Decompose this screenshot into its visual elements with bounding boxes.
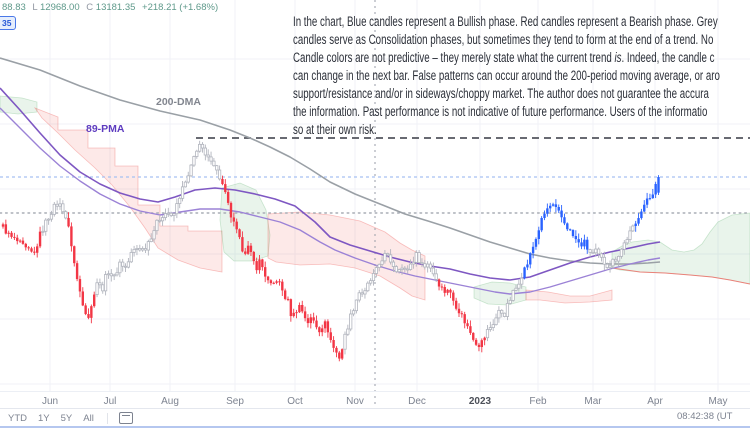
range-button-1y[interactable]: 1Y [38, 412, 50, 424]
dma-label: 200-DMA [156, 96, 201, 108]
ohlc-close-value: 13181.35 [95, 2, 136, 13]
ichimoku-cloud-red [525, 289, 613, 304]
ma-line-200-DMA [0, 57, 661, 265]
time-axis-label: Aug [161, 396, 179, 407]
pma-label: 89-PMA [86, 123, 125, 135]
time-axis-label: Mar [584, 396, 602, 407]
disclaimer-line: candles serve as Consolidation phases, b… [293, 32, 714, 47]
ma-line-89-PMA-band [0, 107, 661, 295]
time-axis-label: Oct [287, 396, 303, 407]
range-button-5y[interactable]: 5Y [60, 412, 73, 424]
range-button-all[interactable]: All [83, 412, 94, 424]
time-axis-label: Jun [42, 396, 58, 407]
ichimoku-cloud-green [0, 95, 38, 115]
time-axis-label: Dec [408, 396, 426, 407]
bottom-toolbar: YTD 1Y 5Y All [0, 408, 750, 427]
disclaimer-note: In the chart, Blue candles represent a B… [293, 13, 750, 139]
disclaimer-line: so at their own risk. [293, 122, 377, 137]
ohlc-change: +218.21 (+1.68%) [142, 2, 219, 13]
disclaimer-line: the information. Past performance is not… [293, 104, 708, 119]
price-badge: 35 [0, 16, 17, 30]
toolbar-divider [106, 412, 108, 424]
candles-layer [1, 140, 660, 362]
disclaimer-line: can change in the next bar. False patter… [293, 68, 720, 83]
ma-line-89-PMA [0, 87, 661, 281]
chart-canvas[interactable]: Jun Jul Aug Sep Oct Nov Dec 2023 Feb Mar Apr May [0, 0, 750, 408]
ohlc-close-label: C [86, 2, 94, 13]
ohlc-low-value: 12968.00 [40, 2, 80, 13]
ichimoku-cloud-red [33, 107, 223, 273]
bottom-blue-strip [0, 426, 750, 428]
axis-separator [0, 391, 750, 392]
go-to-date-icon[interactable] [118, 412, 133, 424]
ohlc-readout: 88.83 L 12968.00 C 13181.35 +218.21 (+1.… [2, 2, 218, 13]
ichimoku-cloud-green [219, 182, 271, 262]
ichimoku-cloud-red [267, 211, 426, 301]
range-button-ytd[interactable]: YTD [8, 412, 27, 424]
disclaimer-line: support/resistance and/or in sideways/ch… [293, 86, 709, 101]
time-axis-label: Feb [529, 396, 547, 407]
ohlc-high-tail: 88.83 [2, 2, 26, 13]
time-axis-label: May [709, 396, 728, 407]
time-axis-label: Sep [226, 396, 244, 407]
clock-display[interactable]: 08:42:38 (UT [677, 411, 733, 422]
disclaimer-line: In the chart, Blue candles represent a B… [293, 14, 718, 29]
ohlc-low-label: L [32, 2, 38, 13]
time-axis-label: 2023 [469, 396, 492, 407]
time-axis-label: Jul [104, 396, 117, 407]
ichimoku-cloud-green [611, 212, 750, 285]
disclaimer-line: Candle colors are not predictive – they … [293, 50, 715, 65]
cloud-lower-edge [611, 267, 750, 285]
time-axis-label: Apr [647, 396, 663, 407]
time-axis-label: Nov [346, 396, 364, 407]
price-chart-svg: Jun Jul Aug Sep Oct Nov Dec 2023 Feb Mar Apr May [0, 0, 750, 408]
